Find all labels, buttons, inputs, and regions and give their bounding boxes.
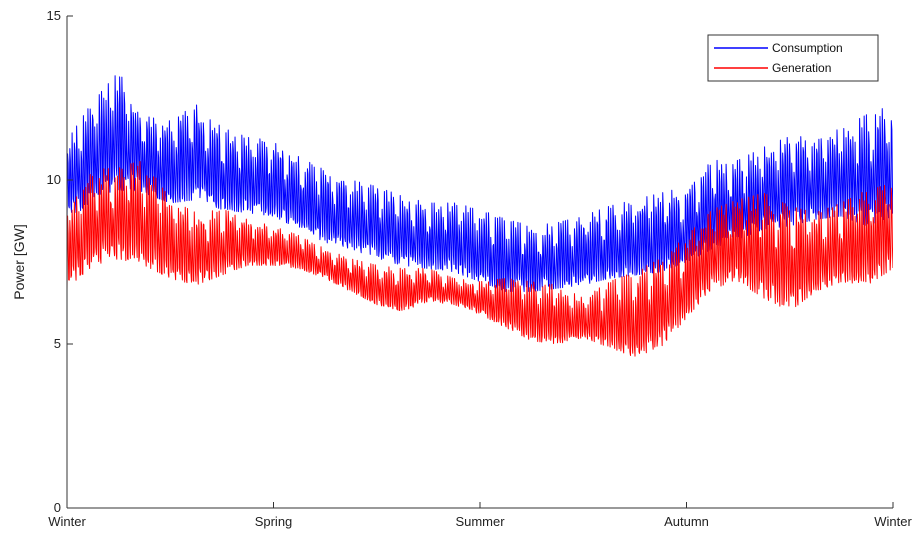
- y-tick-label: 10: [47, 172, 61, 187]
- series-line-consumption: [67, 75, 893, 293]
- y-axis-title: Power [GW]: [11, 224, 27, 299]
- legend-box: [707, 34, 879, 82]
- plot-area: 0 5 10 15 Winter Spring Summer Autumn Winter: [47, 8, 913, 529]
- y-tick-label: 15: [47, 8, 61, 23]
- legend-label-consumption: Consumption: [772, 41, 843, 55]
- y-tick-label: 0: [54, 500, 61, 515]
- x-tick-label: Winter: [874, 514, 912, 529]
- series-layer: [67, 75, 893, 357]
- series-line-generation: [67, 160, 893, 357]
- x-tick-label: Winter: [48, 514, 86, 529]
- y-tick-label: 5: [54, 336, 61, 351]
- x-tick-label: Spring: [255, 514, 293, 529]
- x-tick-label: Autumn: [664, 514, 709, 529]
- legend-label-generation: Generation: [772, 61, 831, 75]
- x-tick-label: Summer: [455, 514, 505, 529]
- ticks: 0 5 10 15 Winter Spring Summer Autumn Winter: [47, 8, 913, 529]
- legend: Consumption Generation: [707, 34, 879, 82]
